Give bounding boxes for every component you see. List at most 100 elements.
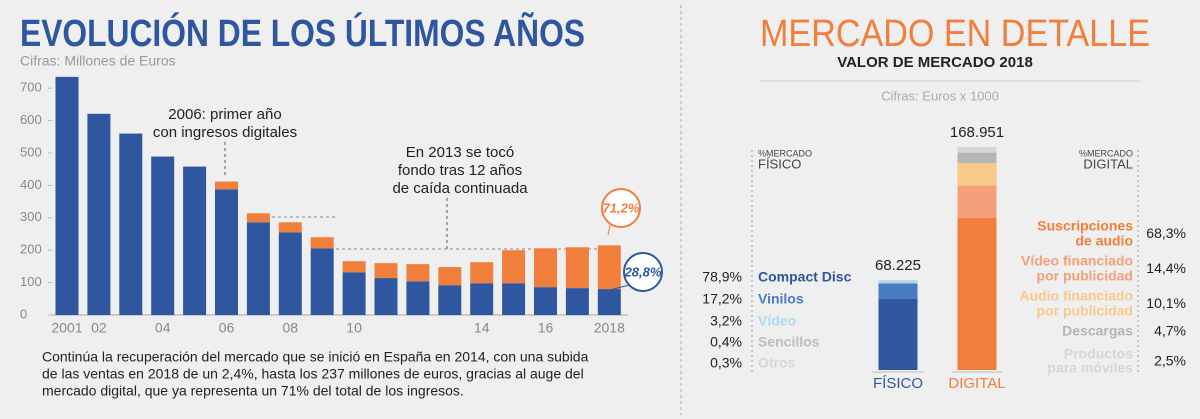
x-tick-label: 06 <box>219 320 235 336</box>
bar-segment <box>151 156 175 315</box>
bar-label: DIGITAL <box>948 375 1005 392</box>
x-tick-label: 16 <box>538 320 554 336</box>
bar-label: FÍSICO <box>873 375 923 392</box>
bar-segment <box>565 288 589 315</box>
annotation: 2006: primer año <box>168 106 281 123</box>
share-label: 71,2% <box>603 200 640 215</box>
bar-segment <box>374 278 398 315</box>
annotation: En 2013 se tocó <box>406 144 514 161</box>
group-heading: %MERCADO <box>758 148 812 158</box>
segment-name: Vídeo financiado <box>1021 253 1133 269</box>
x-tick-label: 04 <box>155 320 171 336</box>
description: de las ventas en 2018 de un 2,4%, hasta … <box>42 366 584 382</box>
share-badge <box>623 252 663 292</box>
bar-segment <box>438 285 462 315</box>
description: mercado digital, que ya representa un 71… <box>42 383 464 399</box>
bar-segment <box>55 76 79 315</box>
bar-segment <box>215 181 238 190</box>
bar-segment <box>957 217 997 370</box>
bar-segment <box>534 248 557 288</box>
y-tick-label: 500 <box>20 144 42 159</box>
bar-segment <box>406 281 430 315</box>
bar-segment <box>957 163 997 186</box>
x-tick-label: 10 <box>346 320 362 336</box>
segment-share: 0,4% <box>710 334 742 350</box>
bar-segment <box>406 264 430 282</box>
segment-share: 14,4% <box>1146 260 1186 276</box>
bar-segment <box>470 283 494 315</box>
group-heading: DIGITAL <box>1083 156 1133 171</box>
bar-segment <box>310 248 334 315</box>
bar-segment <box>246 213 270 223</box>
left-subtitle: Cifras: Millones de Euros <box>20 53 176 69</box>
segment-share: 4,7% <box>1154 323 1186 339</box>
bar-segment <box>597 245 621 290</box>
x-tick-label: 2001 <box>51 320 82 336</box>
bar-segment <box>438 267 462 286</box>
bar-segment <box>470 262 494 284</box>
right-title: MERCADO EN DETALLE <box>760 13 1150 55</box>
total-label: 68.225 <box>875 257 921 274</box>
bar-segment <box>534 287 557 315</box>
segment-name: Productos <box>1064 346 1133 362</box>
segment-name: Descargas <box>1062 323 1133 339</box>
group-heading: %MERCADO <box>1079 148 1133 158</box>
segment-share: 78,9% <box>702 269 742 285</box>
segment-share: 68,3% <box>1146 225 1186 241</box>
segment-share: 10,1% <box>1146 295 1186 311</box>
y-tick-label: 400 <box>20 177 42 192</box>
description: Continúa la recuperación del mercado que… <box>42 349 589 365</box>
bar-segment <box>597 289 621 315</box>
bar-segment <box>878 280 918 284</box>
bar-segment <box>278 232 302 315</box>
segment-name: de audio <box>1075 233 1133 249</box>
bar-segment <box>502 283 526 315</box>
segment-name: Audio financiado <box>1019 288 1133 304</box>
segment-name: Vídeo <box>758 313 796 329</box>
bar-segment <box>565 247 589 289</box>
y-tick-label: 300 <box>20 209 42 224</box>
segment-name: Vinilos <box>758 291 804 307</box>
bar-segment <box>342 272 366 315</box>
annotation: con ingresos digitales <box>153 124 297 141</box>
right-subtitle: VALOR DE MERCADO 2018 <box>837 54 1033 71</box>
segment-name: por publicidad <box>1037 268 1133 284</box>
x-tick-label: 2018 <box>594 320 625 336</box>
y-tick-label: 600 <box>20 112 42 127</box>
bar-segment <box>215 189 238 315</box>
x-tick-label: 14 <box>474 320 490 336</box>
y-tick-label: 200 <box>20 242 42 257</box>
segment-name: Compact Disc <box>758 269 852 285</box>
bar-segment <box>119 133 143 315</box>
segment-name: Otros <box>758 355 796 371</box>
segment-share: 3,2% <box>710 313 742 329</box>
bar-segment <box>957 185 997 218</box>
right-note: Cifras: Euros x 1000 <box>881 88 999 103</box>
bar-segment <box>878 283 918 299</box>
bar-segment <box>183 166 207 315</box>
segment-name: por publicidad <box>1037 303 1133 319</box>
left-title: EVOLUCIÓN DE LOS ÚLTIMOS AÑOS <box>20 11 585 55</box>
share-badge <box>601 188 641 228</box>
bar-segment <box>957 147 997 153</box>
segment-share: 17,2% <box>702 291 742 307</box>
bar-segment <box>246 222 270 315</box>
bar-segment <box>278 222 302 233</box>
segment-share: 2,5% <box>1154 353 1186 369</box>
y-tick-label: 100 <box>20 274 42 289</box>
bar-segment <box>87 113 111 316</box>
share-label: 28,8% <box>624 264 662 279</box>
bar-segment <box>310 237 334 249</box>
segment-name: Suscripciones <box>1037 218 1133 234</box>
group-heading: FÍSICO <box>758 156 801 171</box>
total-label: 168.951 <box>950 124 1004 141</box>
bar-segment <box>957 152 997 164</box>
bar-segment <box>342 261 366 273</box>
x-tick-label: 02 <box>91 320 107 336</box>
segment-name: para móviles <box>1047 360 1133 376</box>
x-tick-label: 08 <box>283 320 299 336</box>
y-tick-label: 0 <box>20 306 27 321</box>
bar-segment <box>502 250 526 284</box>
segment-share: 0,3% <box>710 355 742 371</box>
